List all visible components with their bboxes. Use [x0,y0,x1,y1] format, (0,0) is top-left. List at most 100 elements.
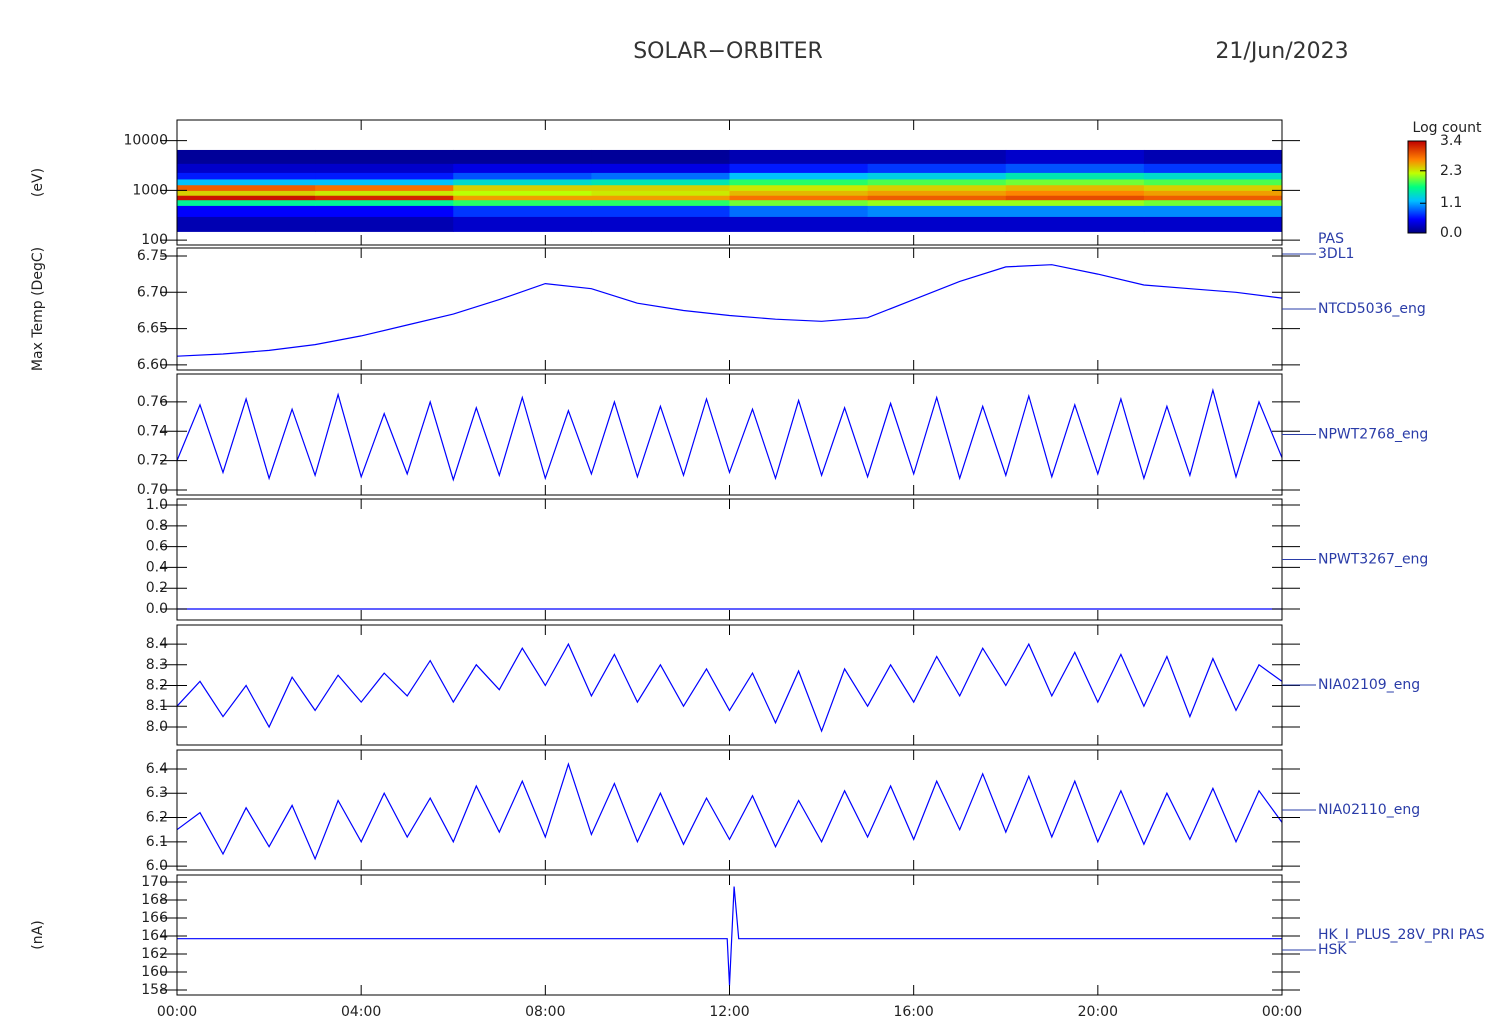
y-tick-label: 1000 [132,182,168,198]
heat-cell [1005,190,1145,196]
heat-cell [177,216,316,232]
y-tick-label: 0.76 [137,394,168,410]
y-tick-label: 100 [141,232,168,248]
heat-cell [1005,172,1145,180]
heat-cell [453,178,592,186]
heat-cell [1005,184,1145,191]
y-tick-label: 0.74 [137,423,168,439]
heat-cell [453,163,592,173]
data-line [177,886,1282,986]
y-tick-label: 164 [141,928,168,944]
panel-frame [176,498,1283,621]
y-tick-label: 0.8 [146,518,168,534]
heat-cell [177,199,316,206]
y-tick-label: 158 [141,982,168,998]
heat-cell [867,149,1007,164]
heat-cell [177,184,316,191]
y-tick-label: 8.2 [146,678,168,694]
heat-cell [1005,199,1145,206]
heat-cell [1143,216,1283,232]
heat-cell [315,205,454,217]
x-tick-label: 16:00 [893,1004,933,1020]
heat-cell [591,178,730,186]
heat-cell [867,172,1007,180]
heat-cell [729,190,869,196]
heat-cell [453,205,592,217]
heat-cell [591,172,730,180]
data-line [176,264,1283,357]
heat-cell [315,184,454,191]
heat-cell [1143,199,1283,206]
heat-cell [729,195,869,201]
y-tick-label: 0.0 [146,601,168,617]
heat-cell [867,195,1007,201]
colorbar-title: Log count [1413,120,1482,136]
panel-label: NPWT2768_eng [1318,427,1428,443]
y-tick-label: 166 [141,910,168,926]
heat-cell [867,199,1007,206]
colorbar-tick-label: 2.3 [1440,163,1462,179]
y-tick-label: 6.70 [137,284,168,300]
heat-cell [453,184,592,191]
chart-title: SOLAR−ORBITER [633,39,823,64]
y-tick-label: 10000 [123,133,168,149]
y-tick-label: 0.4 [146,559,168,575]
heat-cell [1143,184,1283,191]
heat-cell [591,216,730,232]
y-tick-label: 8.0 [146,719,168,735]
panel-label: PAS [1318,231,1344,247]
y-tick-label: 6.1 [146,834,168,850]
colorbar-tick-label: 1.1 [1440,195,1462,211]
colorbar-tick-label: 3.4 [1440,133,1462,149]
heat-cell [453,199,592,206]
panel-label: NIA02109_eng [1318,677,1420,693]
data-line [176,387,1283,482]
heat-cell [867,190,1007,196]
x-tick-label: 00:00 [1262,1004,1302,1020]
y-tick-label: 8.4 [146,636,168,652]
heat-cell [1143,178,1283,186]
panel-frame [176,247,1283,371]
panel-label: NPWT3267_eng [1318,552,1428,568]
chart-date: 21/Jun/2023 [1215,39,1348,64]
y-tick-label: 0.2 [146,580,168,596]
panel-label: NIA02110_eng [1318,802,1420,818]
heat-cell [729,216,869,232]
heat-cell [1143,190,1283,196]
heat-cell [1005,178,1145,186]
heat-cell [177,172,316,180]
heat-cell [315,163,454,173]
colorbar-tick-label: 0.0 [1440,225,1462,241]
data-line [176,762,1283,861]
heat-cell [315,199,454,206]
heat-cell [177,149,316,164]
heat-cell [177,163,316,173]
heat-cell [1005,149,1145,164]
heat-cell [1143,172,1283,180]
y-tick-label: 6.0 [146,858,168,874]
panel-label: HSK [1318,942,1347,958]
heat-cell [315,178,454,186]
heat-cell [315,190,454,196]
y-tick-label: 6.4 [146,761,168,777]
heat-cell [315,216,454,232]
heat-cell [591,199,730,206]
x-tick-label: 00:00 [157,1004,197,1020]
panel-label: NTCD5036_eng [1318,301,1426,317]
panel-frame [176,624,1283,746]
x-tick-label: 12:00 [709,1004,749,1020]
y-tick-label: 6.65 [137,321,168,337]
colorbar [1407,140,1427,234]
heat-cell [1005,216,1145,232]
heat-cell [453,216,592,232]
heat-cell [1143,163,1283,173]
heat-cell [1005,163,1145,173]
y-axis-label: (eV) [30,168,46,197]
heat-cell [729,178,869,186]
heat-cell [591,205,730,217]
data-line [176,642,1283,733]
heat-cell [177,178,316,186]
heat-cell [867,184,1007,191]
